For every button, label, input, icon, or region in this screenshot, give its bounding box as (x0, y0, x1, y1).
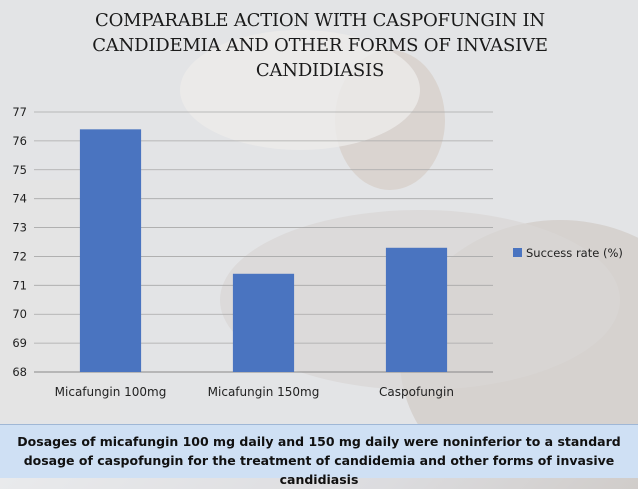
legend-label: Success rate (%) (526, 246, 623, 260)
x-tick-label: Micafungin 150mg (208, 385, 320, 399)
y-tick-label: 76 (12, 134, 27, 148)
x-tick-label: Caspofungin (379, 385, 454, 399)
y-tick-label: 73 (12, 221, 27, 235)
slide-caption: Dosages of micafungin 100 mg daily and 1… (0, 424, 638, 487)
y-tick-label: 69 (12, 336, 27, 350)
bar-chart: 68 69 70 71 72 73 74 75 76 77 Micafungin 100mg Mica… (12, 105, 623, 399)
y-tick-label: 70 (12, 307, 27, 321)
bar (79, 129, 142, 372)
legend-swatch (513, 248, 522, 257)
bar (385, 247, 448, 372)
bar (232, 273, 295, 372)
y-tick-label: 72 (12, 249, 27, 263)
y-tick-label: 75 (12, 163, 27, 177)
y-tick-label: 68 (12, 365, 27, 379)
slide-title: COMPARABLE ACTION WITH CASPOFUNGIN IN CA… (92, 10, 548, 81)
y-tick-label: 74 (12, 192, 27, 206)
y-tick-label: 71 (12, 278, 27, 292)
y-tick-label: 77 (12, 105, 27, 119)
x-tick-label: Micafungin 100mg (55, 385, 167, 399)
